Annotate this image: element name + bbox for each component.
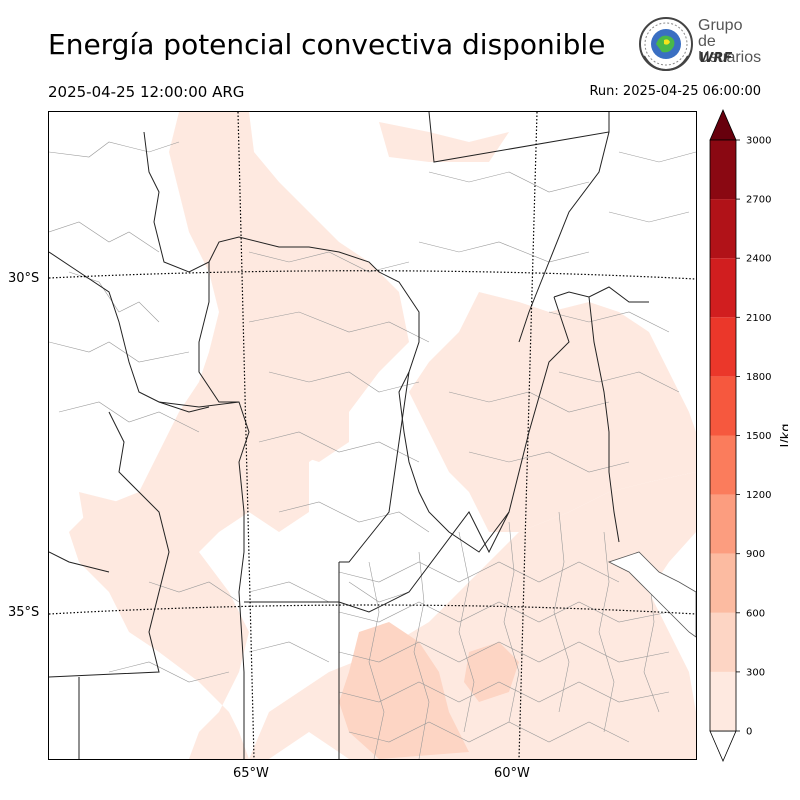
colorbar-tick-label: 2400 [746, 254, 771, 265]
run-time: Run: 2025-04-25 06:00:00 [589, 84, 761, 99]
lat-label-30s: 30°S [8, 271, 40, 286]
colorbar-tick-label: 1800 [746, 372, 771, 383]
graticule [49, 112, 696, 759]
colorbar-tick-label: 1200 [746, 490, 771, 501]
colorbar-tick-label: 2700 [746, 195, 771, 206]
colorbar-tick-label: 0 [746, 727, 752, 738]
colorbar-bin [710, 199, 736, 259]
colorbar-tick-label: 2100 [746, 313, 771, 324]
logo-line-3: WRF [699, 51, 733, 66]
cape-shading-300-600 [339, 622, 519, 759]
wrf-seal-icon [639, 17, 693, 72]
logo-line-2: Usuarios [698, 49, 762, 66]
department-boundaries [49, 141, 696, 759]
colorbar: 0 300 600 900 1200 1500 1800 2100 2400 2700 3000 J/… [709, 108, 788, 763]
lon-label-65w: 65°W [233, 766, 269, 781]
valid-time: 2025-04-25 12:00:00 ARG [48, 83, 245, 101]
lat-label-35s: 35°S [8, 605, 40, 620]
colorbar-bin [710, 376, 736, 436]
map-title: Energía potencial convectiva disponible [48, 28, 606, 61]
province-boundaries [49, 112, 649, 759]
colorbar-tick-label: 600 [746, 608, 765, 619]
colorbar-bin [710, 317, 736, 377]
logo-line-1: Grupo de [698, 17, 743, 50]
lon-label-60w: 60°W [494, 766, 530, 781]
colorbar-unit-label: J/kg [779, 424, 788, 449]
colorbar-tick-label: 1500 [746, 431, 771, 442]
map-canvas [49, 112, 696, 759]
colorbar-bin [710, 671, 736, 731]
colorbar-bin [710, 435, 736, 495]
colorbar-tick-label: 900 [746, 549, 765, 560]
colorbar-extend-min [709, 730, 737, 763]
cape-map [48, 111, 697, 760]
colorbar-extend-max [709, 108, 737, 141]
colorbar-bin [710, 140, 736, 200]
colorbar-bin [710, 494, 736, 554]
colorbar-bin [710, 553, 736, 613]
colorbar-bin [710, 258, 736, 318]
wrf-logo: Grupo de Usuarios WRF [638, 14, 762, 76]
rio-de-la-plata [607, 551, 696, 638]
colorbar-bin [710, 612, 736, 672]
colorbar-tick-label: 3000 [746, 136, 771, 147]
cape-shading [69, 112, 696, 759]
colorbar-tick-label: 300 [746, 667, 765, 678]
